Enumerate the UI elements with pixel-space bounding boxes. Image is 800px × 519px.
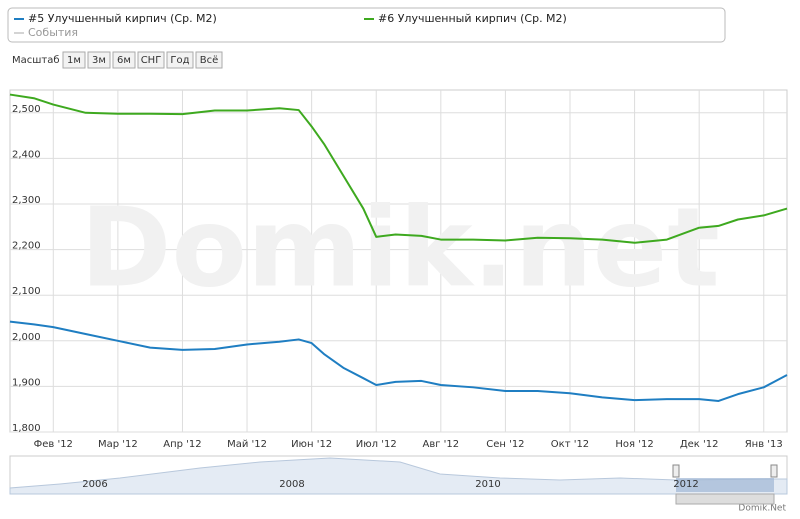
y-tick-label: 2,500 [12,104,41,115]
scrollbar[interactable] [675,493,775,505]
navigator-area [9,457,788,495]
x-tick-label: Апр '12 [163,439,201,450]
y-tick-label: 2,400 [12,149,41,160]
y-tick-label: 2,100 [12,286,41,297]
zoom-button-label[interactable]: 1м [67,55,81,66]
zoom-button[interactable] [195,51,223,69]
zoom-button-label[interactable]: Всё [200,55,219,66]
plot [9,89,788,433]
credit: Domik.Net [738,504,786,514]
navigator-handle[interactable] [770,464,778,478]
navigator-label: 2006 [82,479,107,490]
navigator-label: 2008 [279,479,304,490]
x-tick-label: Июн '12 [291,439,332,450]
zoom-label: Масштаб [12,55,60,66]
legend-label[interactable]: События [28,26,78,39]
navigator-label: 2012 [673,479,698,490]
x-tick-label: Июл '12 [356,439,397,450]
zoom-button-label[interactable]: 3м [92,55,106,66]
zoom-button[interactable] [62,51,86,69]
y-tick-label: 1,800 [12,423,41,434]
x-tick-label: Авг '12 [422,439,459,450]
x-tick-label: Сен '12 [486,439,524,450]
navigator-handle[interactable] [672,464,680,478]
x-tick-label: Ноя '12 [615,439,653,450]
zoom-button[interactable] [112,51,136,69]
legend-box [7,7,726,43]
zoom-button[interactable] [87,51,111,69]
zoom-button-label[interactable]: СНГ [141,55,162,66]
zoom-button-label[interactable]: 6м [117,55,131,66]
y-tick-label: 2,000 [12,332,41,343]
x-tick-label: Окт '12 [551,439,589,450]
x-tick-label: Фев '12 [34,439,73,450]
x-tick-label: Май '12 [227,439,267,450]
y-tick-label: 1,900 [12,377,41,388]
y-tick-label: 2,300 [12,195,41,206]
x-tick-label: Мар '12 [98,439,138,450]
watermark: Domik.net [80,183,720,311]
zoom-button[interactable] [166,51,194,69]
line [9,93,788,244]
navigator-selection[interactable] [676,478,774,492]
y-tick-label: 2,200 [12,241,41,252]
x-tick-label: Янв '13 [745,439,783,450]
zoom-button[interactable] [137,51,165,69]
legend-label[interactable]: #6 Улучшенный кирпич (Ср. М2) [378,12,567,25]
x-tick-label: Дек '12 [680,439,719,450]
zoom-button-label[interactable]: Год [170,55,189,66]
navigator-label: 2010 [475,479,500,490]
legend-label[interactable]: #5 Улучшенный кирпич (Ср. М2) [28,12,217,25]
line [9,320,788,402]
